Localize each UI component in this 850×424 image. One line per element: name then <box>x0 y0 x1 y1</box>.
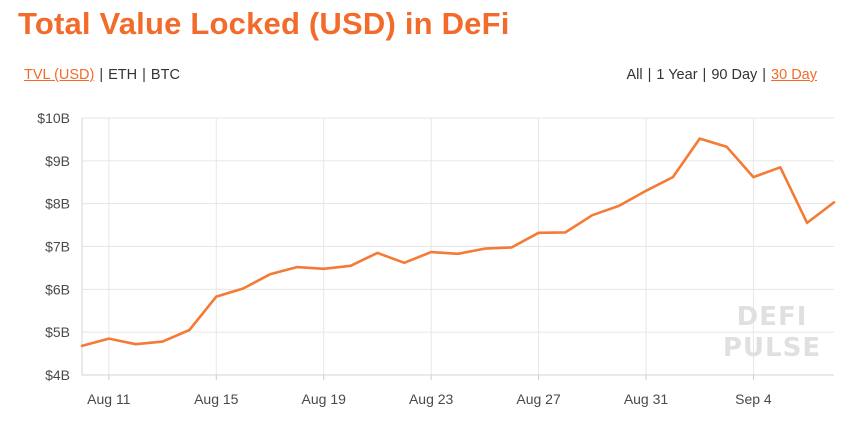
range-30-day-option[interactable]: 30 Day <box>771 67 817 83</box>
btc-option[interactable]: BTC <box>150 67 180 83</box>
separator: | <box>702 67 707 83</box>
y-tick-label: $8B <box>45 196 70 212</box>
chart-title: Total Value Locked (USD) in DeFi <box>18 6 510 41</box>
x-tick-label: Aug 23 <box>409 391 454 407</box>
data-point <box>456 252 460 256</box>
axes: $4B $5B $6B $7B $8B $9B $10B Aug 11 Aug 15 Aug 19… <box>37 110 834 407</box>
y-tick-label: $5B <box>45 324 70 340</box>
data-point <box>590 213 594 217</box>
data-point <box>375 251 379 255</box>
data-point <box>268 272 272 276</box>
y-tick-label: $4B <box>45 367 70 383</box>
data-point <box>160 339 164 343</box>
y-tick-label: $9B <box>45 153 70 169</box>
data-point <box>348 264 352 268</box>
watermark-line-1: DEFI <box>737 302 808 332</box>
currency-selector: TVL (USD) | ETH | BTC <box>24 67 180 83</box>
x-tick-label: Aug 15 <box>194 391 239 407</box>
watermark-line-2: PULSE <box>723 333 821 363</box>
series <box>80 136 836 348</box>
defi-pulse-watermark: DEFI PULSE <box>723 302 821 363</box>
data-point <box>617 204 621 208</box>
data-point <box>80 344 84 348</box>
range-90-day-option[interactable]: 90 Day <box>711 67 758 83</box>
grid <box>82 117 834 376</box>
data-point <box>832 200 836 204</box>
separator: | <box>99 67 104 83</box>
x-tick-label: Aug 27 <box>516 391 561 407</box>
tvl-usd-option[interactable]: TVL (USD) <box>24 67 95 83</box>
data-point <box>107 336 111 340</box>
data-point <box>671 175 675 179</box>
x-tick-label: Aug 31 <box>624 391 669 407</box>
eth-option[interactable]: ETH <box>108 67 138 83</box>
data-point <box>536 231 540 235</box>
range-1-year-option[interactable]: 1 Year <box>656 67 698 83</box>
data-point <box>563 230 567 234</box>
y-tick-label: $7B <box>45 239 70 255</box>
x-tick-label: Sep 4 <box>735 391 772 407</box>
data-point <box>295 265 299 269</box>
data-point <box>778 165 782 169</box>
y-tick-label: $10B <box>37 110 70 126</box>
data-point <box>134 342 138 346</box>
tvl-series-line <box>80 137 836 348</box>
data-point <box>698 136 702 140</box>
data-point <box>751 175 755 179</box>
data-point <box>429 250 433 254</box>
range-all-option[interactable]: All <box>626 67 643 83</box>
x-tick-label: Aug 19 <box>302 391 347 407</box>
x-tick-label: Aug 11 <box>87 391 131 407</box>
separator: | <box>647 67 652 83</box>
range-selector: All | 1 Year | 90 Day | 30 Day <box>626 67 817 83</box>
separator: | <box>142 67 146 83</box>
data-point <box>510 245 514 249</box>
data-point <box>402 261 406 265</box>
data-point <box>322 267 326 271</box>
data-point <box>241 286 245 290</box>
data-point <box>187 328 191 332</box>
separator: | <box>762 67 767 83</box>
data-point <box>805 221 809 225</box>
data-point <box>214 294 218 298</box>
data-point <box>644 189 648 193</box>
data-point <box>724 145 728 149</box>
data-point <box>483 246 487 250</box>
y-tick-label: $6B <box>45 281 70 297</box>
